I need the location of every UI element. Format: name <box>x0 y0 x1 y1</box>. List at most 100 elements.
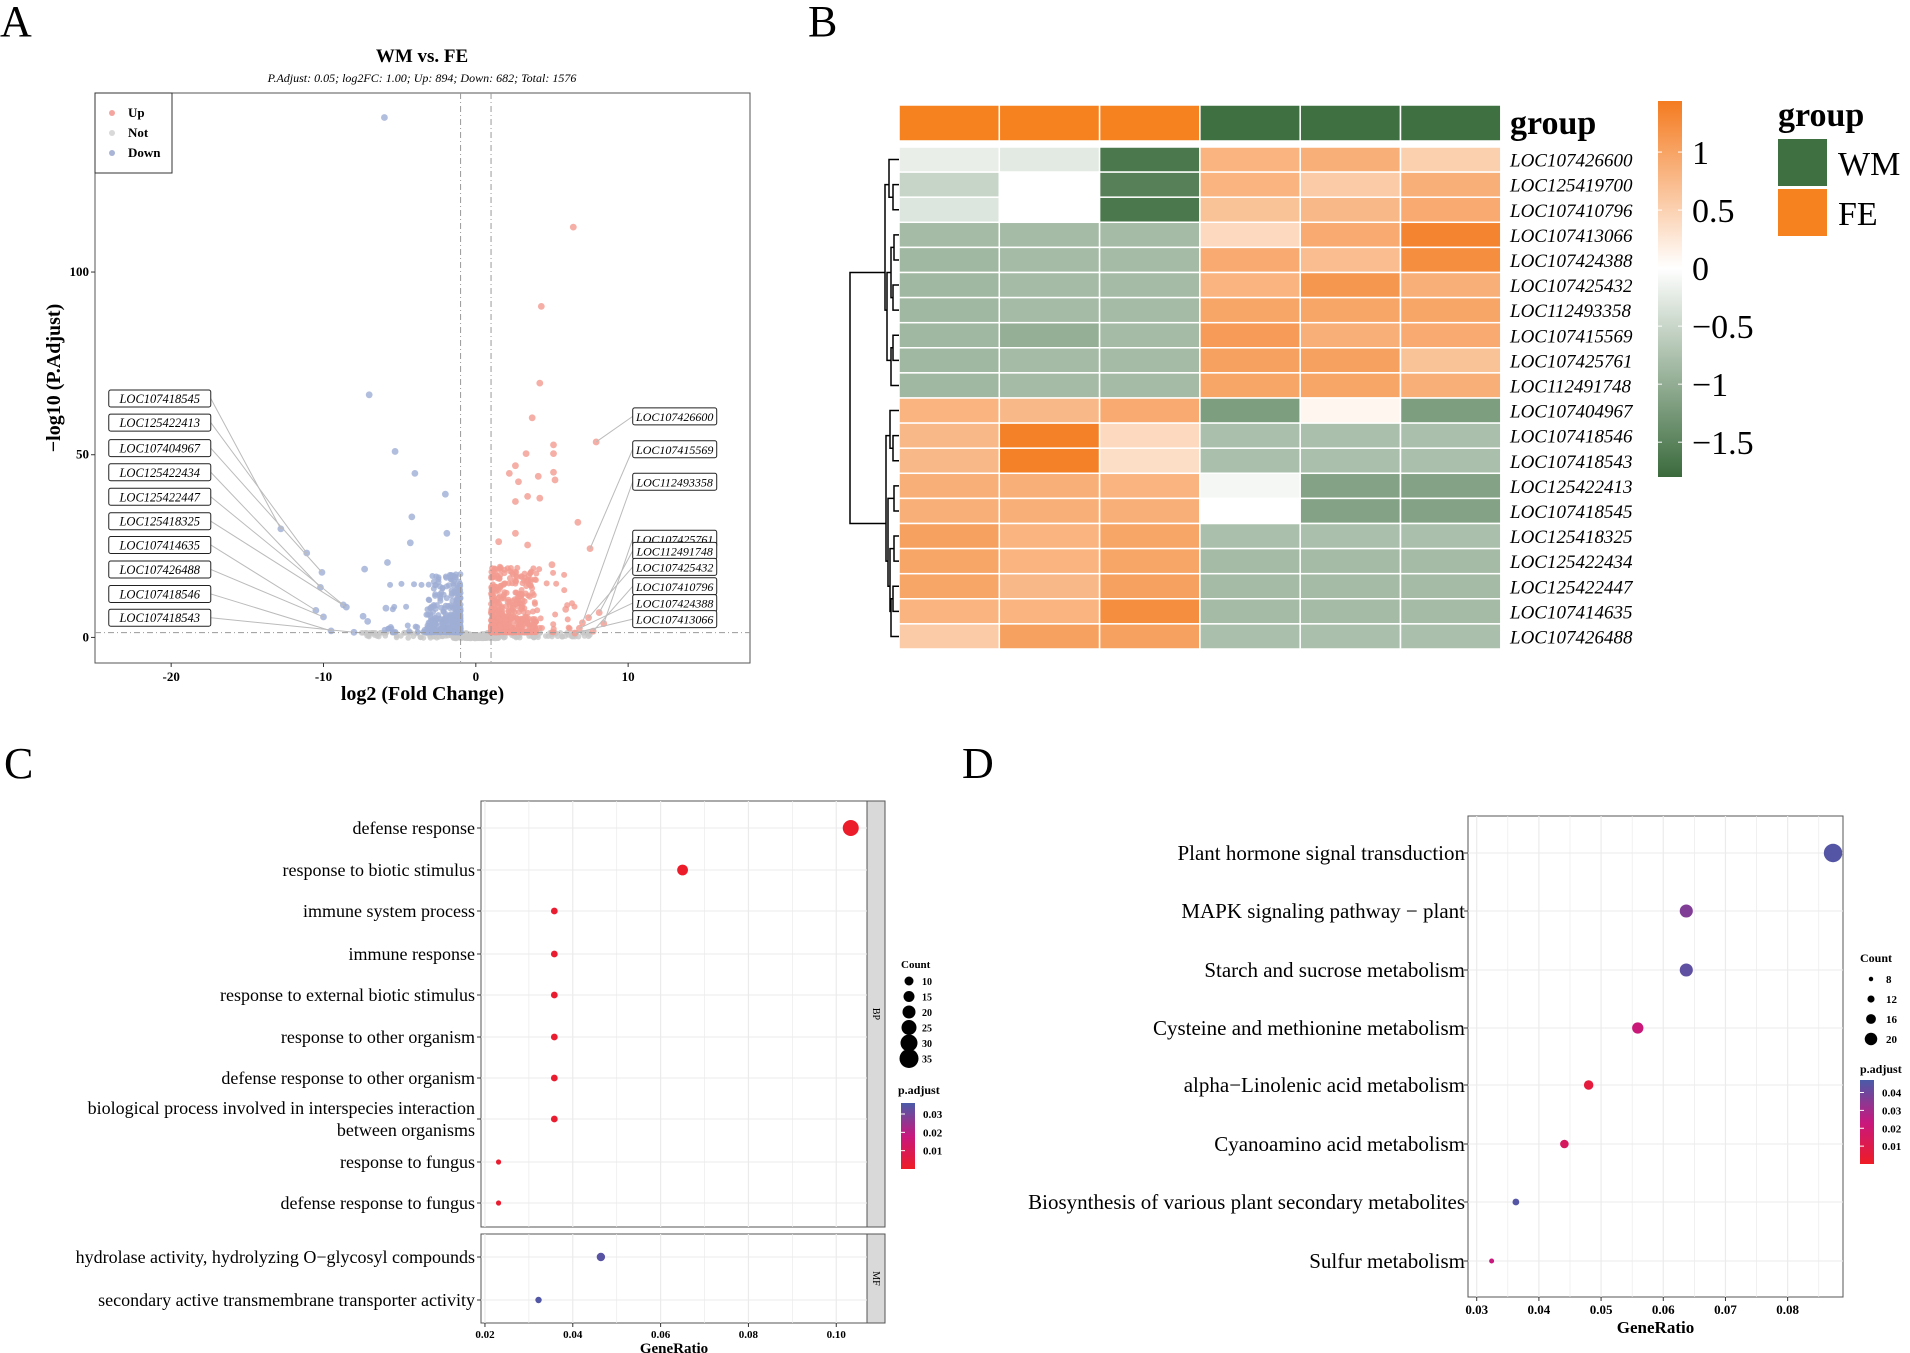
point-up <box>543 580 550 587</box>
point-down <box>441 490 449 498</box>
x-axis-label: GeneRatio <box>640 1341 708 1353</box>
point-up <box>512 529 519 537</box>
heatmap-cell <box>1199 497 1301 525</box>
size-legend-title: Count <box>1860 951 1892 965</box>
term-label: response to fungus <box>340 1152 475 1172</box>
heatmap-cell <box>1199 171 1301 198</box>
point-up <box>536 494 544 502</box>
heatmap-cell <box>1299 271 1402 299</box>
term-label: immune system process <box>303 901 475 921</box>
row-label: LOC107410796 <box>1509 201 1633 222</box>
size-legend-label: 20 <box>922 1008 932 1019</box>
row-label: LOC107424388 <box>1509 251 1633 272</box>
heatmap-cell <box>898 422 1001 449</box>
point-up <box>551 476 559 484</box>
heatmap-cell <box>1098 196 1201 224</box>
term-label: defense response to other organism <box>221 1068 475 1088</box>
point-down <box>442 573 449 580</box>
heatmap-cell <box>898 397 1001 424</box>
gene-label-box <box>108 584 212 603</box>
size-legend-dot <box>901 1020 917 1035</box>
term-dot <box>596 1252 606 1262</box>
gene-label-box <box>108 512 212 531</box>
gene-label-box <box>108 413 212 432</box>
heatmap-cell <box>1299 472 1402 500</box>
heatmap-cell <box>1399 472 1502 500</box>
heatmap-cell <box>1199 146 1301 173</box>
point-down <box>418 581 425 588</box>
heatmap-cell <box>998 572 1101 600</box>
term-dot <box>1489 1258 1495 1264</box>
label-connector <box>598 550 634 613</box>
heatmap-cell <box>1399 623 1502 650</box>
point-up <box>550 569 557 576</box>
heatmap-cell <box>898 572 1001 600</box>
heatmap-cell <box>1399 347 1502 374</box>
p-adjust-colorbar <box>901 1103 915 1169</box>
heatmap-cell <box>1399 321 1502 349</box>
label-connector <box>574 618 633 634</box>
size-legend-dot <box>904 976 914 986</box>
term-label: Sulfur metabolism <box>1309 1249 1465 1273</box>
point-down <box>425 611 432 618</box>
heatmap-cell <box>898 472 1001 500</box>
size-legend-dot <box>1867 995 1875 1003</box>
point-up <box>505 629 512 636</box>
heatmap-cell <box>1399 598 1502 625</box>
heatmap-cell <box>1199 296 1301 324</box>
point-up <box>495 538 503 546</box>
point-up <box>524 492 532 500</box>
point-up <box>512 462 519 470</box>
point-up <box>564 616 571 623</box>
heatmap-cell <box>1299 221 1402 249</box>
point-up <box>574 518 582 526</box>
size-legend-dot <box>900 1034 918 1052</box>
x-tick-label: 0.08 <box>739 1329 759 1341</box>
point-up <box>492 569 499 576</box>
heatmap-cell <box>1098 497 1201 525</box>
go-dotplot: BP defense response response to biotic sti… <box>76 800 943 1353</box>
point-up <box>497 610 504 617</box>
point-down <box>455 610 462 617</box>
legend-label: Not <box>128 125 149 140</box>
point-down <box>365 391 373 399</box>
x-tick-label: 10 <box>622 669 635 684</box>
point-up <box>494 574 501 581</box>
point-up <box>512 498 519 505</box>
point-not <box>463 634 469 641</box>
size-legend-label: 25 <box>922 1024 932 1035</box>
dendrogram-branch <box>890 347 899 387</box>
point-down <box>411 469 419 477</box>
term-label: MAPK signaling pathway − plant <box>1181 899 1465 923</box>
heatmap-cell <box>1199 271 1301 299</box>
x-axis-label: GeneRatio <box>1617 1318 1694 1337</box>
label-connector <box>210 569 324 618</box>
gene-label-box <box>108 439 212 458</box>
size-legend-label: 8 <box>1886 974 1892 986</box>
size-legend-label: 12 <box>1886 994 1898 1006</box>
heatmap-cell <box>1399 146 1502 173</box>
point-down <box>414 624 421 631</box>
x-tick-label: 0.06 <box>651 1329 671 1341</box>
gene-label-box <box>108 487 212 506</box>
term-label: response to biotic stimulus <box>283 860 476 880</box>
label-connector <box>595 415 633 443</box>
term-dot <box>842 820 859 836</box>
heatmap-cell <box>1199 397 1301 424</box>
colorbar-label: −1.5 <box>1692 425 1754 462</box>
point-up <box>500 591 507 598</box>
heatmap-cell <box>898 321 1001 349</box>
row-label: LOC107418546 <box>1509 427 1633 448</box>
heatmap-cell <box>898 246 1001 274</box>
point-down <box>381 114 388 121</box>
facet-panel <box>480 1233 868 1324</box>
point-down <box>388 625 395 632</box>
heatmap-cell <box>1299 572 1402 600</box>
point-up <box>552 611 559 618</box>
heatmap-cell <box>1399 447 1502 475</box>
heatmap-cell <box>998 447 1101 475</box>
heatmap-cell <box>998 547 1101 575</box>
volcano-plot: WM vs. FE P.Adjust: 0.05; log2FC: 1.00; U… <box>43 46 751 705</box>
point-down <box>424 625 431 632</box>
point-up <box>490 622 497 629</box>
